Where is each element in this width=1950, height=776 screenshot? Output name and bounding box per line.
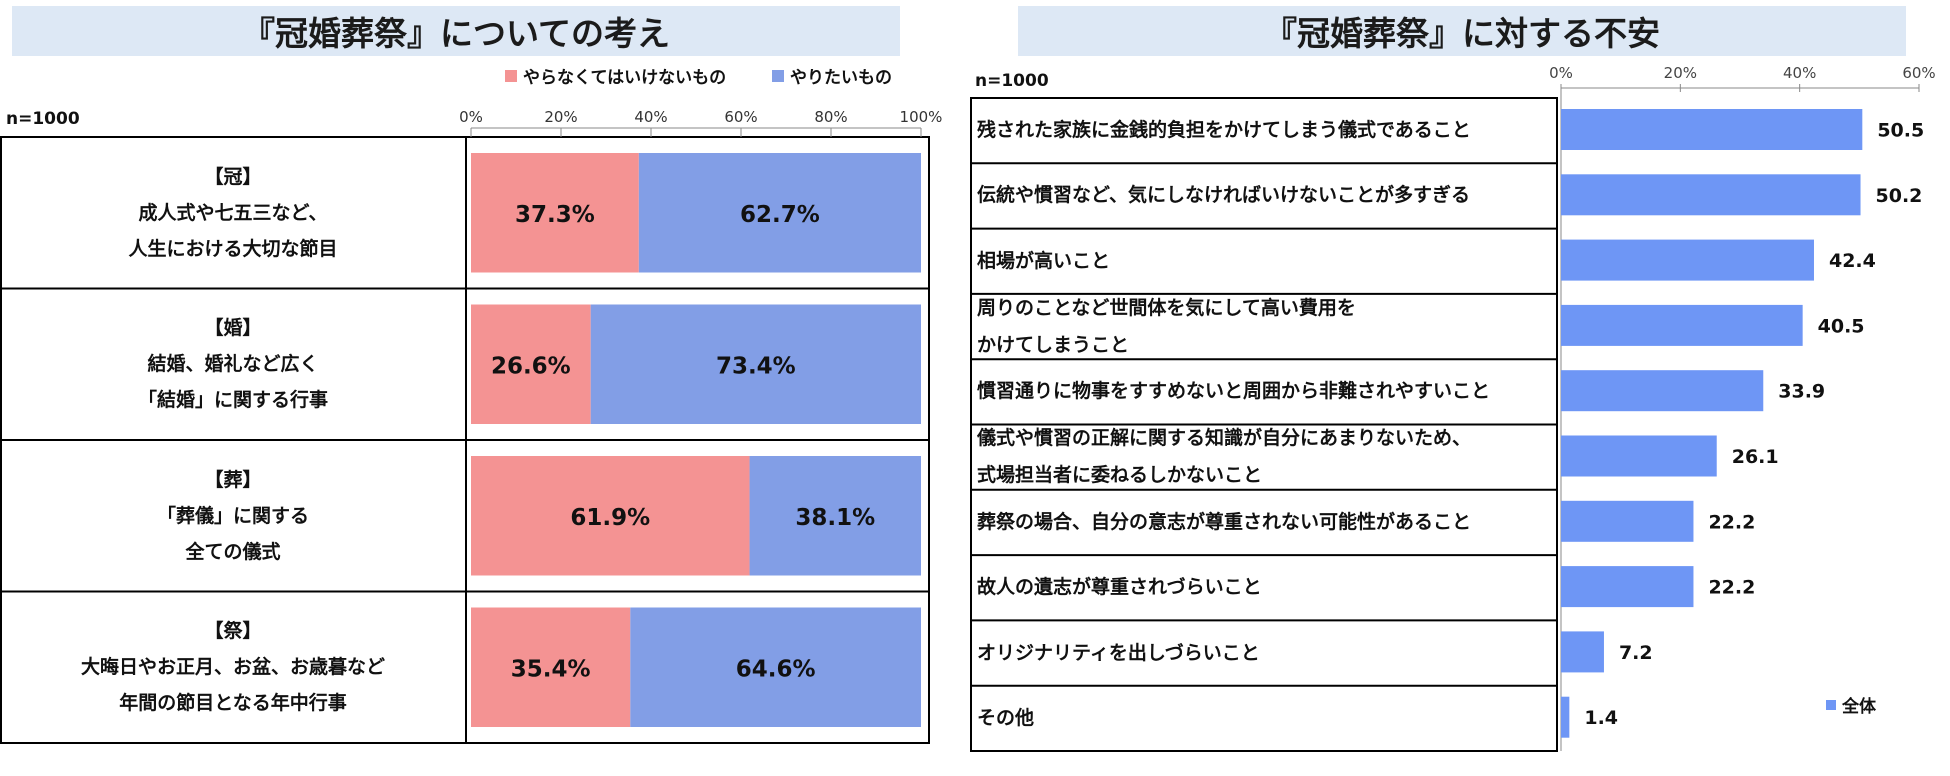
right-x-tick-label: 20% <box>1664 64 1697 82</box>
concern-item-line: その他 <box>977 706 1035 729</box>
data-label-overall: 22.2 <box>1708 577 1755 599</box>
concern-item-line: オリジナリティを出しづらいこと <box>977 641 1260 664</box>
concern-item-line: 故人の遺志が尊重されづらいこと <box>977 576 1262 599</box>
legend-swatch-overall <box>1826 699 1836 710</box>
right-x-tick-label: 60% <box>1902 64 1935 82</box>
legend-swatch-want-to-do <box>772 69 784 82</box>
concern-item-line: 慣習通りに物事をすすめないと周囲から非難されやすいこと <box>977 380 1491 403</box>
concern-item-line: 式場担当者に委ねるしかないこと <box>977 464 1263 487</box>
category-label: 【冠】成人式や七五三など、 人生における大切な節目 <box>1 137 467 289</box>
bar-must-do <box>471 304 591 424</box>
bar-overall <box>1561 696 1570 738</box>
right-x-tick-label: 0% <box>1549 64 1573 82</box>
concern-item-label: 相場が高いこと <box>971 229 1557 294</box>
data-label-overall: 50.2 <box>1876 185 1923 207</box>
legend-item-must-do: やらなくてはいけないもの <box>505 63 726 88</box>
data-label-want-to-do: 73.4% <box>716 353 796 379</box>
data-label-want-to-do: 64.6% <box>736 656 816 682</box>
concern-item-label: 慣習通りに物事をすすめないと周囲から非難されやすいこと <box>971 359 1557 424</box>
bar-want-to-do <box>590 304 921 424</box>
concern-item-line: 伝統や慣習など、気にしなければいけないことが多すぎる <box>977 184 1471 207</box>
category-label-line: 【葬】 <box>204 468 262 491</box>
bar-want-to-do <box>638 153 921 273</box>
data-label-overall: 22.2 <box>1708 511 1755 533</box>
concern-item-line: 儀式や慣習の正解に関する知識が自分にあまりないため、 <box>977 427 1472 450</box>
category-label-line: 全ての儀式 <box>185 540 281 563</box>
category-label-line: 「葬儀」に関する <box>156 504 309 527</box>
concern-item-label: その他 <box>971 686 1557 751</box>
data-label-must-do: 37.3% <box>515 202 595 228</box>
bar-overall <box>1561 566 1694 608</box>
data-label-must-do: 61.9% <box>570 505 650 531</box>
bar-want-to-do <box>630 607 921 727</box>
concern-item-line: 相場が高いこと <box>977 249 1111 272</box>
bar-overall <box>1561 500 1694 542</box>
concern-item-line: かけてしまうこと <box>977 333 1130 356</box>
legend-item-overall: 全体 <box>1826 692 1876 717</box>
category-label-line: 【婚】 <box>204 317 262 340</box>
concern-item-label: 葬祭の場合、自分の意志が尊重されない可能性があること <box>971 490 1557 555</box>
category-label-line: 成人式や七五三など、 <box>138 201 328 224</box>
concern-item-label: 残された家族に金銭的負担をかけてしまう儀式であること <box>971 98 1557 163</box>
data-label-want-to-do: 38.1% <box>795 505 875 531</box>
bar-must-do <box>471 153 639 273</box>
bar-overall <box>1561 304 1803 346</box>
category-label: 【祭】大晦日やお正月、お盆、お歳暮など 年間の節目となる年中行事 <box>1 591 467 743</box>
concern-item-label: 伝統や慣習など、気にしなければいけないことが多すぎる <box>971 163 1557 228</box>
data-label-overall: 50.5 <box>1877 120 1924 142</box>
concern-item-label: 故人の遺志が尊重されづらいこと <box>971 555 1557 620</box>
bar-must-do <box>471 456 750 576</box>
bar-overall <box>1561 631 1604 673</box>
bar-must-do <box>471 607 631 727</box>
data-label-overall: 42.4 <box>1829 250 1876 272</box>
concern-item-line: 残された家族に金銭的負担をかけてしまう儀式であること <box>977 119 1471 142</box>
legend-label-want-to-do: やりたいもの <box>790 68 892 88</box>
legend-label-overall: 全体 <box>1842 697 1876 717</box>
legend-swatch-must-do <box>505 69 517 82</box>
left-chart-title: 『冠婚葬祭』についての考え <box>12 6 900 56</box>
left-sample-size: n=1000 <box>6 109 80 129</box>
category-label-line: 人生における大切な節目 <box>128 237 338 260</box>
concern-item-label: 儀式や慣習の正解に関する知識が自分にあまりないため、 式場担当者に委ねるしかないこ… <box>971 425 1557 490</box>
bar-overall <box>1561 109 1863 150</box>
bar-overall <box>1561 174 1861 216</box>
bar-overall <box>1561 370 1764 412</box>
concern-item-label: 周りのことなど世間体を気にして高い費用を かけてしまうこと <box>971 294 1557 359</box>
concern-item-line: 周りのことなど世間体を気にして高い費用を <box>977 296 1356 319</box>
left-x-tick-label: 0% <box>459 108 483 126</box>
category-label-line: 【祭】 <box>204 620 262 643</box>
data-label-overall: 40.5 <box>1818 315 1865 337</box>
category-label-line: 結婚、婚礼など広く <box>147 353 319 376</box>
data-label-must-do: 26.6% <box>491 353 571 379</box>
concern-item-line: 葬祭の場合、自分の意志が尊重されない可能性があること <box>977 510 1472 533</box>
data-label-overall: 33.9 <box>1778 381 1825 403</box>
data-label-overall: 26.1 <box>1732 446 1779 468</box>
data-label-must-do: 35.4% <box>511 656 591 682</box>
left-x-tick-label: 20% <box>544 108 577 126</box>
category-label-line: 大晦日やお正月、お盆、お歳暮など <box>80 656 385 679</box>
legend-item-want-to-do: やりたいもの <box>772 63 892 88</box>
concern-item-label: オリジナリティを出しづらいこと <box>971 620 1557 685</box>
category-label: 【婚】結婚、婚礼など広く 「結婚」に関する行事 <box>1 288 467 440</box>
right-chart-title: 『冠婚葬祭』に対する不安 <box>1018 6 1906 56</box>
right-x-tick-label: 40% <box>1783 64 1816 82</box>
right-sample-size: n=1000 <box>975 71 1049 91</box>
category-label-line: 年間の節目となる年中行事 <box>119 692 347 715</box>
data-label-overall: 1.4 <box>1584 707 1618 729</box>
category-label: 【葬】「葬儀」に関する 全ての儀式 <box>1 440 467 592</box>
bar-overall <box>1561 435 1717 477</box>
category-label-line: 「結婚」に関する行事 <box>137 389 328 412</box>
left-x-tick-label: 100% <box>900 108 943 126</box>
bar-want-to-do <box>749 456 921 576</box>
category-label-line: 【冠】 <box>204 165 262 188</box>
bar-overall <box>1561 239 1814 281</box>
data-label-overall: 7.2 <box>1619 642 1653 664</box>
legend-label-must-do: やらなくてはいけないもの <box>523 68 727 88</box>
data-label-want-to-do: 62.7% <box>740 202 820 228</box>
left-x-tick-label: 80% <box>814 108 847 126</box>
left-x-tick-label: 60% <box>724 108 757 126</box>
left-x-tick-label: 40% <box>634 108 667 126</box>
